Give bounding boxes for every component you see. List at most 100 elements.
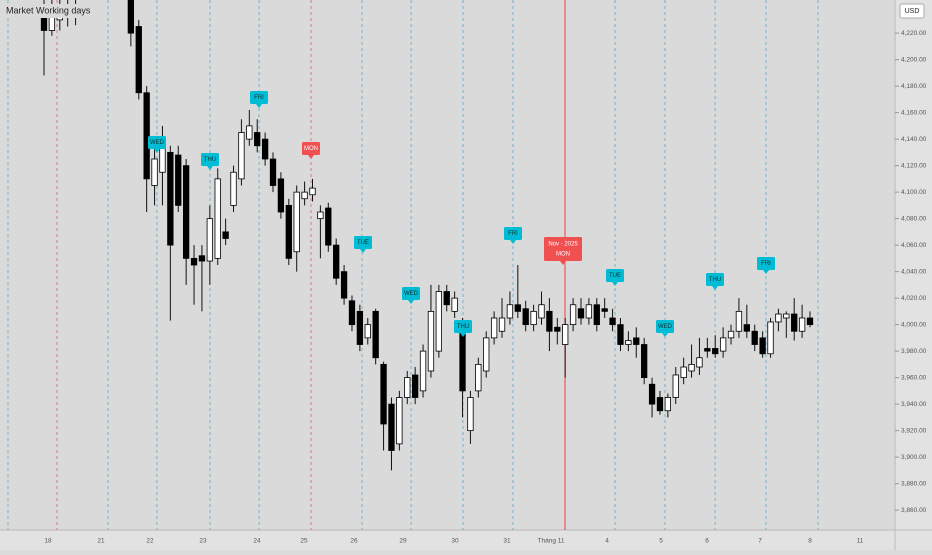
candle-body <box>182 165 190 259</box>
candle-body <box>522 308 529 326</box>
candle-body <box>648 383 656 405</box>
candle-body <box>143 92 150 180</box>
marker-label: THU <box>709 277 721 283</box>
candle-body <box>641 344 648 379</box>
x-tick-label: 11 <box>857 538 864 545</box>
marker-pointer <box>612 282 618 286</box>
candle-body <box>175 154 182 206</box>
candle-body <box>656 397 664 412</box>
candle-body <box>704 348 711 352</box>
marker-box <box>504 227 522 240</box>
candle-body <box>798 317 806 332</box>
y-tick-label: 3,940.00 <box>901 401 927 408</box>
marker-sublabel: MON <box>556 252 570 258</box>
candle-body <box>340 271 348 299</box>
x-tick-label: 30 <box>451 538 459 545</box>
candle-body <box>617 324 624 345</box>
candle-body <box>530 310 537 326</box>
candle-body <box>364 324 371 339</box>
candle-body <box>696 357 703 368</box>
candle-body <box>325 207 332 246</box>
marker-box <box>544 237 582 261</box>
marker-box <box>402 287 420 300</box>
candle-body <box>317 211 324 220</box>
marker-label: THU <box>457 324 469 330</box>
candle-body <box>791 313 798 332</box>
marker-pointer <box>510 240 516 244</box>
candle-body <box>783 313 790 319</box>
marker-label: FRI <box>254 95 264 101</box>
x-tick-label: 29 <box>399 538 407 545</box>
candle-body <box>625 340 632 345</box>
x-tick-label: 22 <box>146 538 154 545</box>
y-tick-label: 4,120.00 <box>901 162 927 169</box>
price-axis <box>895 0 932 550</box>
marker-box <box>201 153 219 166</box>
marker-label: TUE <box>609 273 621 279</box>
x-tick-label: 26 <box>350 538 358 545</box>
candle-body <box>309 187 316 196</box>
candle-body <box>222 231 229 239</box>
marker-box <box>606 269 624 282</box>
y-tick-label: 4,100.00 <box>901 189 927 196</box>
marker-box <box>250 91 268 104</box>
x-tick-label: 21 <box>97 538 105 545</box>
candle-body <box>285 204 292 259</box>
candle-body <box>806 317 814 326</box>
candle-body <box>609 317 616 326</box>
candle-body <box>506 304 514 319</box>
marker-pointer <box>408 300 414 304</box>
y-tick-label: 3,960.00 <box>901 374 927 381</box>
currency-box[interactable] <box>899 3 925 19</box>
candle-body <box>246 125 253 140</box>
candle-body <box>151 158 158 186</box>
candle-body <box>238 132 245 180</box>
x-tick-label: 6 <box>705 538 709 545</box>
marker-label: FRI <box>761 261 771 267</box>
marker-box <box>302 142 320 155</box>
candle-body <box>135 26 142 94</box>
candle-body <box>230 171 237 206</box>
candle-body <box>751 330 758 345</box>
y-tick-label: 3,980.00 <box>901 348 927 355</box>
candle-body <box>593 304 600 326</box>
candle-body <box>775 313 782 323</box>
candle-body <box>269 158 277 186</box>
candle-body <box>301 191 308 200</box>
x-tick-label: 7 <box>758 538 762 545</box>
marker-pointer <box>256 104 262 108</box>
candle-body <box>333 244 340 279</box>
candle-body <box>261 138 269 160</box>
candle-body <box>206 218 213 262</box>
candle-body <box>514 304 521 312</box>
candle-body <box>577 308 585 319</box>
candle-body <box>688 363 695 372</box>
candle-body <box>727 330 735 339</box>
marker-pointer <box>308 155 314 159</box>
candle-body <box>356 310 364 345</box>
y-tick-label: 4,060.00 <box>901 242 927 249</box>
candle-body <box>554 326 561 332</box>
x-tick-label: Tháng 11 <box>538 538 565 545</box>
marker-box <box>706 273 724 286</box>
candle-body <box>601 308 608 312</box>
y-tick-label: 4,140.00 <box>901 136 927 143</box>
marker-box <box>148 136 166 149</box>
y-tick-label: 4,040.00 <box>901 268 927 275</box>
candle-body <box>198 255 206 262</box>
x-tick-label: 18 <box>44 538 52 545</box>
candle-body <box>498 317 506 332</box>
candle-body <box>451 297 458 312</box>
axis-labels: 3,860.00 3,880.00 3,900.00 3,920.00 3,940.00… <box>44 30 926 545</box>
x-tick-label: 5 <box>659 538 663 545</box>
candle-body <box>759 337 766 355</box>
x-tick-label: 25 <box>300 538 308 545</box>
candle-body <box>372 310 379 359</box>
candle-body <box>167 151 174 246</box>
marker-pointer <box>712 286 718 290</box>
marker-pointer <box>763 270 769 274</box>
y-tick-label: 3,880.00 <box>901 480 927 487</box>
candle-body <box>735 310 743 332</box>
candles <box>40 0 814 471</box>
